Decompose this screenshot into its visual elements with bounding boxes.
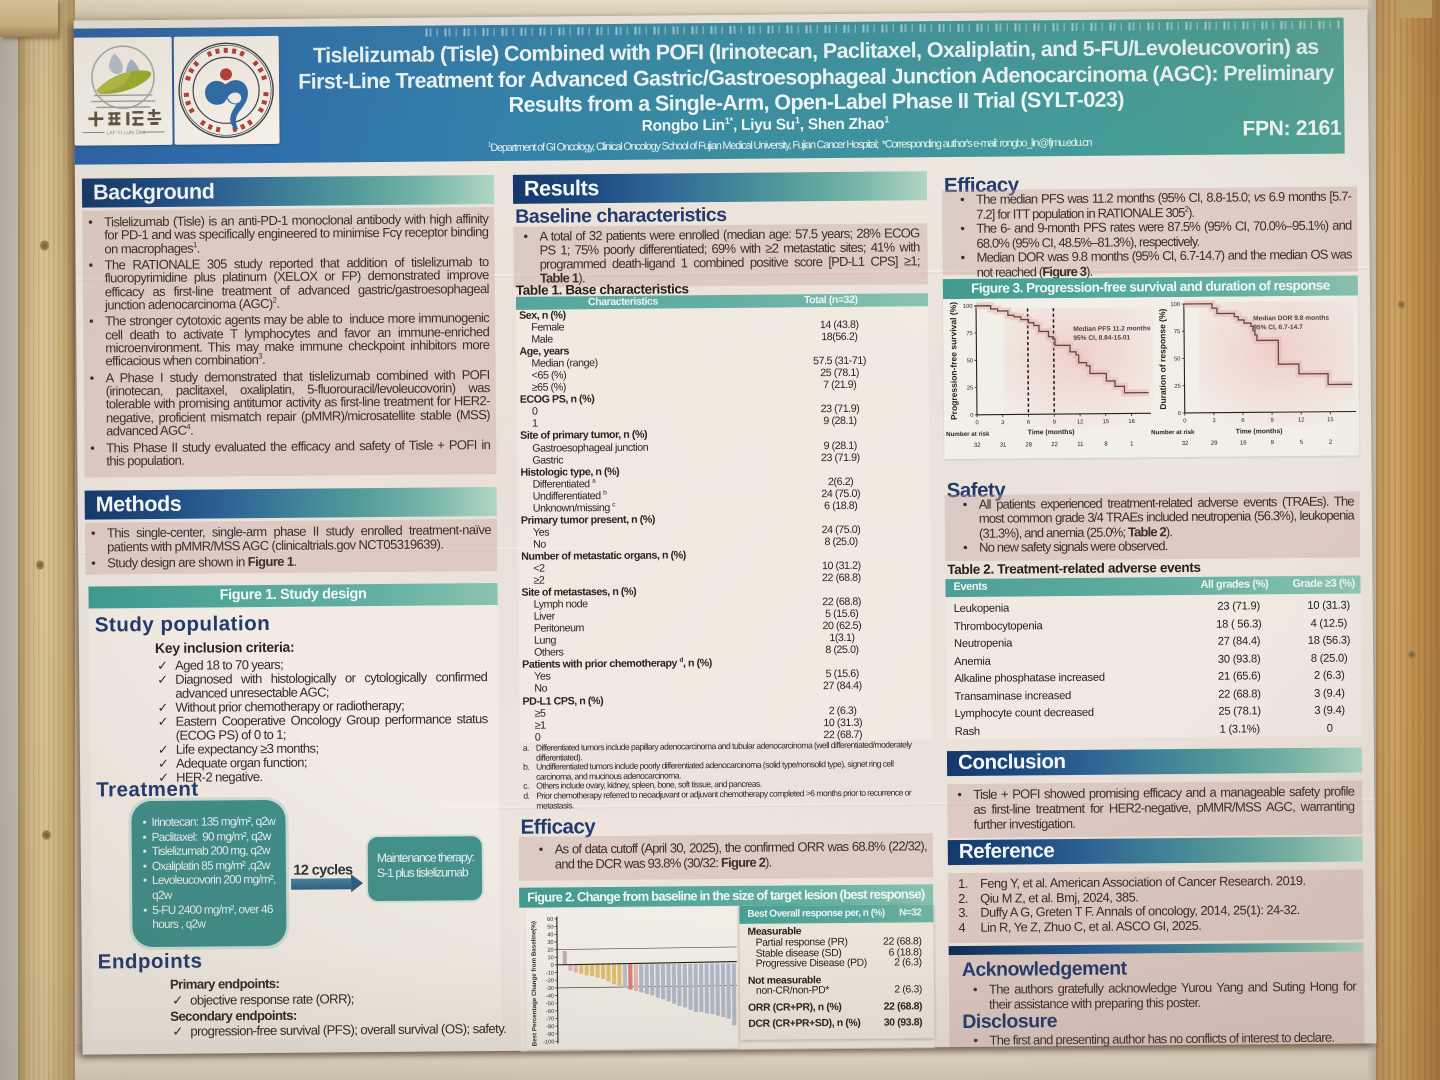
svg-text:15: 15: [1327, 417, 1334, 423]
svg-text:20: 20: [547, 948, 553, 954]
svg-text:-40: -40: [546, 994, 554, 1000]
svg-text:15: 15: [1103, 419, 1110, 425]
svg-text:8: 8: [1104, 442, 1108, 448]
svg-text:50: 50: [547, 925, 553, 931]
svg-text:100: 100: [1170, 302, 1180, 308]
svg-text:5: 5: [1300, 440, 1304, 446]
svg-text:100: 100: [963, 304, 973, 310]
svg-text:-100: -100: [543, 1040, 554, 1046]
svg-text:Median PFS 11.2 months: Median PFS 11.2 months: [1073, 325, 1151, 333]
svg-text:40: 40: [547, 932, 553, 938]
svg-text:18: 18: [1128, 419, 1135, 425]
svg-text:Duration of response (%): Duration of response (%): [1157, 308, 1168, 409]
svg-text:Number at risk: Number at risk: [946, 431, 990, 438]
svg-text:25: 25: [1174, 384, 1181, 390]
svg-text:3: 3: [1212, 418, 1215, 424]
svg-text:95% CI, 8.84-15.01: 95% CI, 8.84-15.01: [1073, 334, 1130, 341]
svg-text:28: 28: [1025, 442, 1032, 448]
svg-text:32: 32: [974, 443, 981, 449]
svg-text:2: 2: [1329, 440, 1333, 446]
svg-text:6: 6: [1027, 420, 1030, 426]
svg-text:0: 0: [1178, 411, 1181, 417]
svg-text:12: 12: [1298, 417, 1305, 423]
svg-text:12: 12: [1077, 419, 1084, 425]
svg-text:Best Percentage Change from Ba: Best Percentage Change from Baseline(%): [530, 921, 538, 1046]
svg-text:Time (months): Time (months): [1028, 429, 1075, 436]
svg-text:-20: -20: [546, 978, 554, 984]
svg-text:9: 9: [1271, 440, 1275, 446]
svg-text:-10: -10: [546, 971, 554, 977]
svg-text:1: 1: [1130, 441, 1134, 447]
svg-text:Progression-free survival (%): Progression-free survival (%): [948, 302, 959, 420]
svg-text:29: 29: [1211, 441, 1218, 447]
svg-text:3: 3: [1001, 420, 1004, 426]
svg-text:10: 10: [547, 955, 553, 961]
svg-text:9: 9: [1271, 418, 1274, 424]
svg-text:0: 0: [1183, 418, 1186, 424]
svg-text:Median DOR 9.8 months: Median DOR 9.8 months: [1253, 315, 1329, 323]
svg-text:-30: -30: [546, 986, 554, 992]
svg-text:Time (months): Time (months): [1236, 428, 1283, 435]
svg-text:75: 75: [966, 331, 973, 337]
svg-text:-90: -90: [546, 1032, 554, 1038]
svg-text:25: 25: [967, 386, 974, 392]
svg-text:0: 0: [970, 413, 973, 419]
svg-text:30: 30: [547, 940, 553, 946]
svg-text:32: 32: [1182, 441, 1189, 447]
svg-text:9: 9: [1053, 420, 1056, 426]
svg-text:LAF·YI·LUN·TAN: LAF·YI·LUN·TAN: [106, 130, 145, 136]
svg-text:31: 31: [1000, 443, 1007, 449]
svg-text:-50: -50: [546, 1001, 554, 1007]
svg-text:16: 16: [1240, 440, 1247, 446]
svg-text:75: 75: [1174, 329, 1181, 335]
svg-text:22: 22: [1051, 442, 1058, 448]
svg-text:95% CI, 6.7-14.7: 95% CI, 6.7-14.7: [1253, 324, 1303, 331]
svg-text:50: 50: [967, 358, 974, 364]
svg-text:-70: -70: [546, 1017, 554, 1023]
svg-text:50: 50: [1174, 357, 1181, 363]
svg-text:0: 0: [975, 420, 978, 426]
svg-text:-60: -60: [546, 1009, 554, 1015]
svg-text:-80: -80: [546, 1024, 554, 1030]
svg-text:0: 0: [551, 963, 554, 969]
svg-text:11: 11: [1077, 442, 1084, 448]
svg-text:60: 60: [547, 917, 553, 923]
svg-text:6: 6: [1241, 418, 1244, 424]
svg-text:Number at risk: Number at risk: [1151, 429, 1195, 436]
